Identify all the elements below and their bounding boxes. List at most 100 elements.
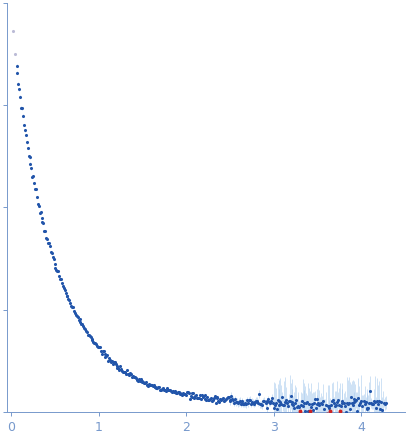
Point (116, 367, 122, 374)
Point (46, 239, 52, 246)
Point (67, 299, 73, 306)
Point (368, 399, 375, 406)
Point (220, 395, 226, 402)
Point (281, 402, 287, 409)
Point (48, 248, 54, 255)
Point (202, 396, 209, 403)
Point (81, 325, 87, 332)
Point (308, 404, 314, 411)
Point (38, 214, 45, 221)
Point (82, 326, 89, 333)
Point (211, 394, 217, 401)
Point (339, 397, 346, 404)
Point (383, 399, 389, 406)
Point (221, 397, 227, 404)
Point (232, 396, 238, 403)
Point (225, 394, 232, 401)
Point (105, 357, 111, 364)
Point (44, 236, 51, 243)
Point (149, 382, 156, 389)
Point (13, 62, 20, 69)
Point (229, 396, 235, 403)
Point (370, 397, 377, 404)
Point (257, 401, 263, 408)
Point (53, 267, 60, 274)
Point (356, 402, 362, 409)
Point (102, 354, 109, 361)
Point (279, 394, 286, 401)
Point (106, 354, 113, 361)
Point (12, 51, 18, 58)
Point (145, 382, 151, 389)
Point (328, 402, 335, 409)
Point (308, 401, 315, 408)
Point (375, 401, 381, 408)
Point (100, 347, 106, 354)
Point (149, 382, 155, 388)
Point (24, 145, 31, 152)
Point (192, 393, 199, 400)
Point (248, 398, 255, 405)
Point (152, 383, 159, 390)
Point (349, 402, 356, 409)
Point (324, 410, 330, 417)
Point (72, 309, 78, 316)
Point (115, 365, 122, 372)
Point (160, 385, 166, 392)
Point (20, 112, 27, 119)
Point (222, 396, 228, 403)
Point (341, 399, 348, 406)
Point (33, 186, 39, 193)
Point (159, 385, 165, 392)
Point (144, 382, 151, 388)
Point (240, 400, 247, 407)
Point (176, 390, 183, 397)
Point (183, 391, 189, 398)
Point (354, 407, 361, 414)
Point (127, 370, 134, 377)
Point (120, 368, 126, 375)
Point (300, 399, 307, 406)
Point (179, 391, 186, 398)
Point (315, 400, 322, 407)
Point (63, 292, 70, 299)
Point (122, 370, 129, 377)
Point (236, 398, 243, 405)
Point (14, 69, 21, 76)
Point (40, 220, 47, 227)
Point (350, 395, 357, 402)
Point (211, 393, 218, 400)
Point (280, 401, 286, 408)
Point (113, 363, 120, 370)
Point (214, 394, 221, 401)
Point (25, 153, 32, 160)
Point (36, 209, 43, 216)
Point (27, 160, 34, 167)
Point (231, 399, 237, 406)
Point (335, 401, 342, 408)
Point (60, 282, 66, 289)
Point (98, 350, 105, 357)
Point (317, 416, 324, 423)
Point (369, 401, 375, 408)
Point (246, 397, 252, 404)
Point (107, 357, 113, 364)
Point (110, 361, 116, 368)
Point (266, 399, 273, 406)
Point (24, 139, 30, 146)
Point (64, 293, 71, 300)
Point (87, 334, 94, 341)
Point (287, 392, 294, 399)
Point (262, 399, 269, 406)
Point (139, 379, 146, 386)
Point (365, 404, 372, 411)
Point (32, 185, 38, 192)
Point (49, 254, 56, 261)
Point (355, 395, 361, 402)
Point (50, 256, 57, 263)
Point (275, 402, 282, 409)
Point (104, 351, 111, 358)
Point (242, 399, 248, 406)
Point (171, 388, 177, 395)
Point (271, 404, 277, 411)
